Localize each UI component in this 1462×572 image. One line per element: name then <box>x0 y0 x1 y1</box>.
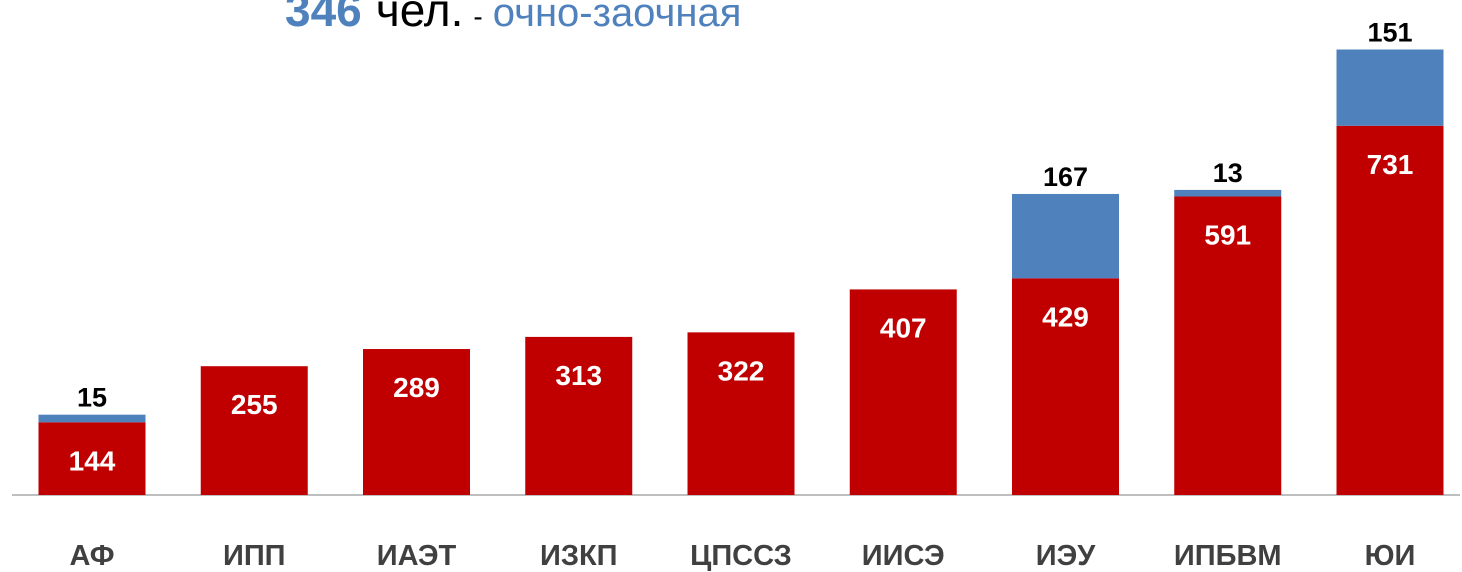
x-tick-label: ИПБВМ <box>1174 540 1282 572</box>
x-tick-label: ИЗКП <box>540 540 618 572</box>
bar-segment <box>1174 189 1282 197</box>
value-label: 255 <box>231 389 278 420</box>
bar-segment <box>1012 278 1119 495</box>
bar-segment <box>1174 196 1282 496</box>
value-label: 289 <box>393 372 440 403</box>
value-label: 313 <box>555 360 602 391</box>
bar-segment <box>849 289 957 495</box>
bar-segment <box>1336 125 1444 495</box>
value-label: 731 <box>1367 149 1414 180</box>
bar-segment <box>200 366 308 495</box>
value-label: 407 <box>880 312 927 343</box>
value-label: 429 <box>1042 301 1089 332</box>
bar-segment <box>1012 193 1119 279</box>
value-label: 167 <box>1043 162 1088 192</box>
bar-segment <box>687 332 795 495</box>
value-label: 591 <box>1204 219 1251 250</box>
title-form: очно-заочная <box>493 0 742 35</box>
value-label: 151 <box>1367 18 1412 48</box>
value-label: 13 <box>1213 158 1243 188</box>
value-label: 322 <box>718 355 765 386</box>
bar-segment <box>38 414 146 423</box>
x-tick-label: АФ <box>70 540 115 572</box>
x-tick-label: ЮИ <box>1365 540 1416 572</box>
title-number: 346 <box>285 0 362 36</box>
value-label: 144 <box>69 445 116 476</box>
bar-segment <box>38 422 146 495</box>
x-tick-label: ИЭУ <box>1036 540 1096 572</box>
chart-title: 346 чел. - очно-заочная <box>285 0 741 36</box>
bar-segment <box>1336 49 1444 126</box>
bar-segment <box>363 349 470 495</box>
x-tick-label: ЦПССЗ <box>690 540 792 572</box>
x-tick-label: ИИСЭ <box>862 540 945 572</box>
title-unit: чел. <box>376 0 464 36</box>
bar-segment <box>525 336 633 495</box>
x-tick-label: ИПП <box>223 540 286 572</box>
value-label: 15 <box>77 383 107 413</box>
x-tick-label: ИАЭТ <box>377 540 457 572</box>
title-dash: - <box>473 1 482 32</box>
